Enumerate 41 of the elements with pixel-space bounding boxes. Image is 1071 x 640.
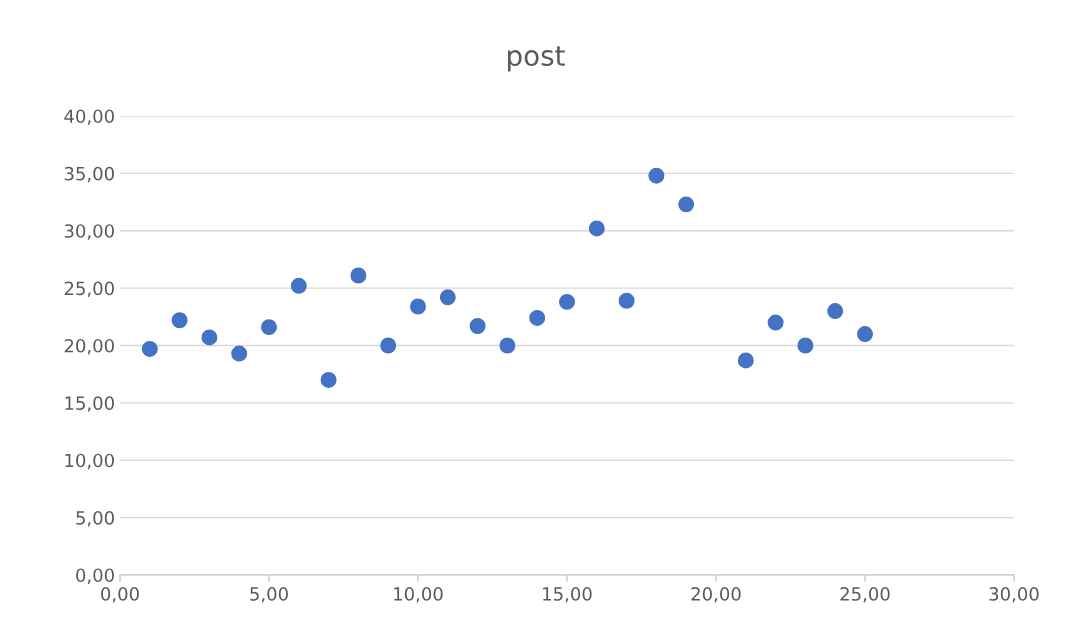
point — [767, 314, 784, 331]
y-tick-label: 30,00 — [64, 224, 114, 240]
point — [618, 292, 635, 309]
point — [469, 318, 486, 334]
x-tick-label: 30,00 — [989, 587, 1039, 603]
x-tick-label: 15,00 — [543, 587, 592, 603]
point — [231, 345, 248, 362]
x-tick-label: 20,00 — [691, 587, 741, 603]
y-tick-label: 40,00 — [64, 109, 114, 125]
point — [171, 312, 188, 329]
point — [320, 371, 337, 388]
y-tick-label: 20,00 — [64, 338, 114, 355]
x-tick-label: 0,00 — [101, 587, 139, 603]
x-tick-label: 10,00 — [394, 587, 443, 603]
point — [290, 277, 307, 294]
point — [201, 329, 218, 346]
y-tick-label: 5,00 — [76, 511, 114, 527]
point — [648, 167, 665, 184]
point — [857, 326, 873, 343]
y-tick-label: 10,00 — [65, 453, 114, 470]
y-tick-label: 15,00 — [65, 396, 114, 412]
point — [559, 293, 575, 310]
x-tick-label: 25,00 — [840, 587, 890, 603]
point — [380, 337, 397, 354]
point — [261, 319, 277, 336]
point — [499, 337, 516, 354]
y-tick-label: 0,00 — [76, 568, 114, 584]
point — [678, 196, 695, 213]
point — [141, 340, 158, 357]
chart-title: post — [508, 46, 565, 72]
x-tick-label: 5,00 — [250, 587, 288, 603]
point — [410, 298, 426, 315]
point — [529, 309, 546, 326]
point — [439, 289, 456, 306]
point — [588, 220, 605, 237]
y-tick-label: 35,00 — [64, 166, 114, 183]
point — [827, 303, 844, 320]
point — [737, 352, 754, 369]
point — [797, 337, 814, 354]
y-tick-label: 25,00 — [64, 281, 114, 298]
point — [350, 267, 367, 284]
